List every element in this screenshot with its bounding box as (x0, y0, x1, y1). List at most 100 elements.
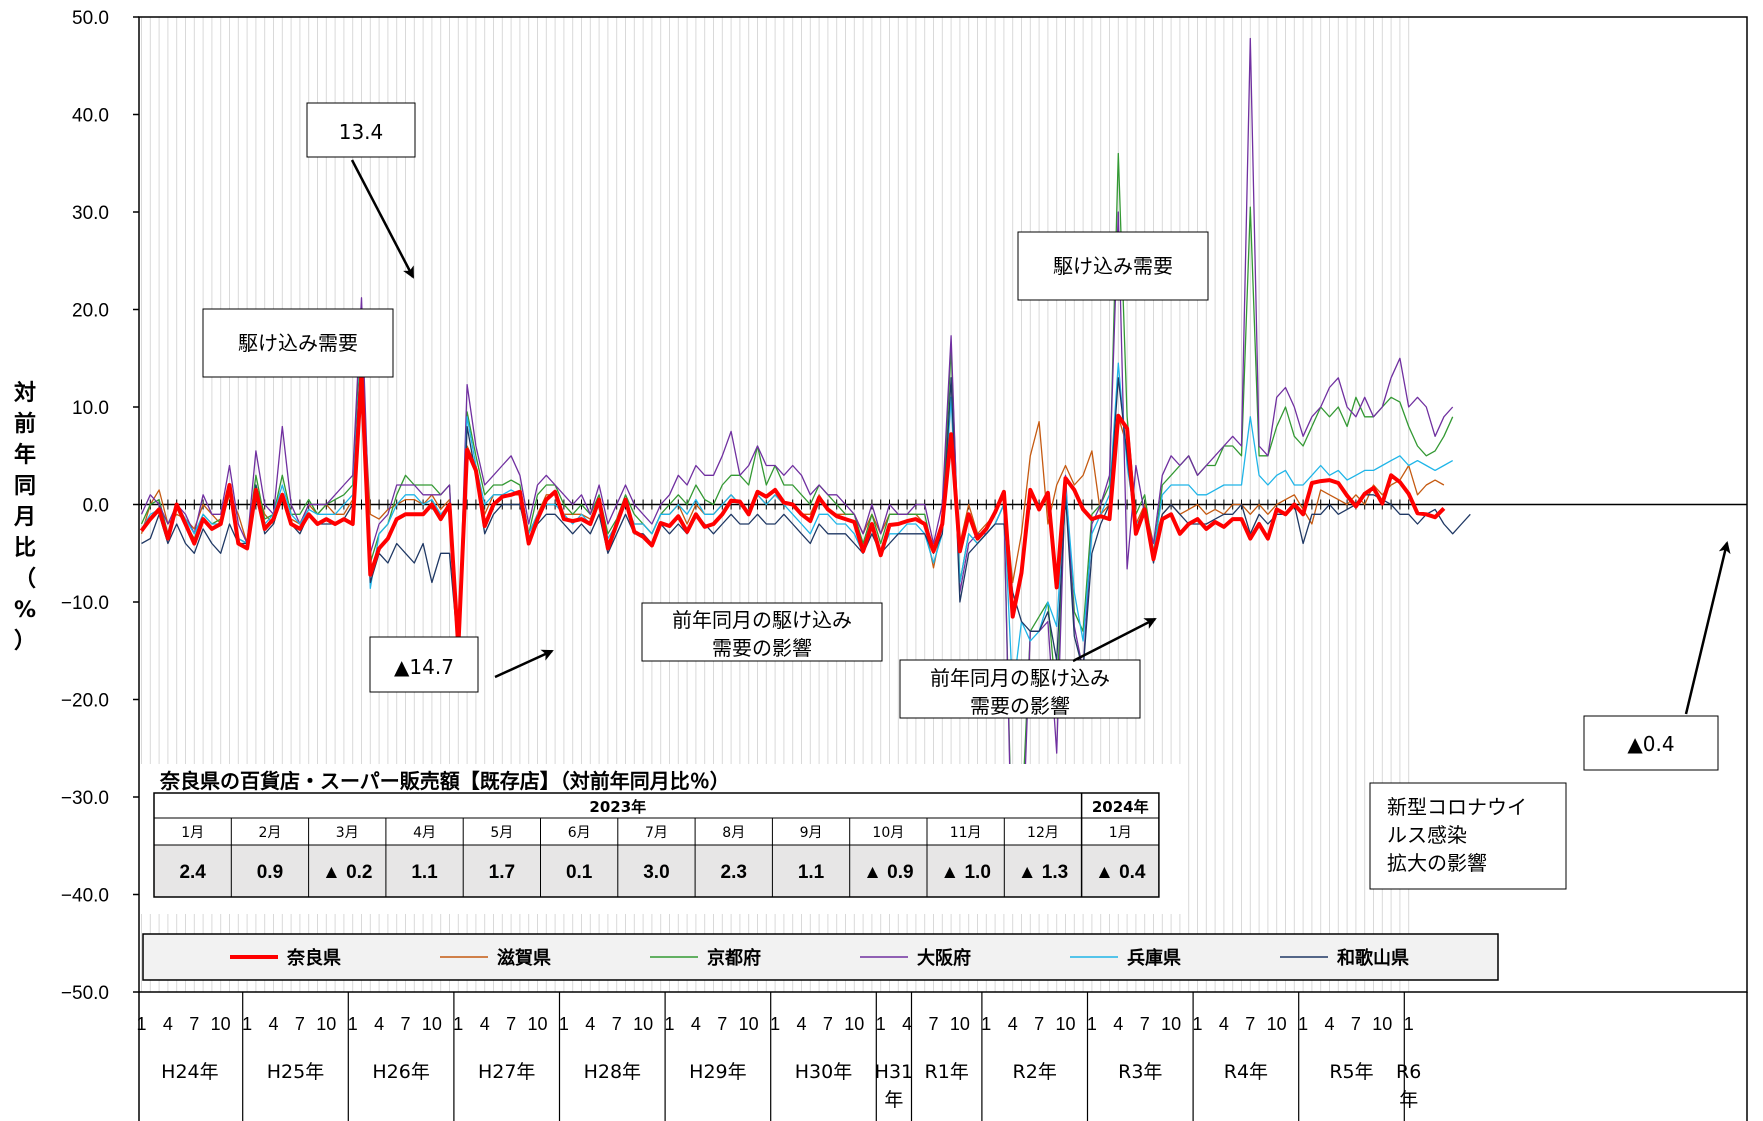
x-year-label: H27年 (478, 1061, 535, 1083)
table-month-cell: 6月 (568, 825, 591, 841)
table-month-cell: 12月 (1027, 825, 1059, 841)
table-grid: 2023年 2024年 1月 2.4 2月 0.9 3月 ▲ 0.2 4月 1.1 5月 1.7 6月 0… (153, 792, 1160, 898)
y-axis-label-text: 対前年同月比（%） (13, 381, 36, 654)
x-month-label: 7 (400, 1014, 410, 1034)
prev-rush-label-1b: 需要の影響 (712, 636, 812, 660)
x-month-label: 7 (717, 1014, 727, 1034)
legend-items: 奈良県 滋賀県 京都府 大阪府 兵庫県 和歌山県 (230, 947, 1409, 969)
y-tick-labels: 50.0 40.0 30.0 20.0 10.0 0.0 −10.0 −20.0 −30.0 −4… (61, 8, 139, 1004)
legend-label-wakayama: 和歌山県 (1337, 947, 1409, 969)
x-month-label: 1 (1404, 1014, 1414, 1034)
prev-rush-label-2a: 前年同月の駆け込み (930, 666, 1110, 690)
annotations: 13.4 駆け込み需要 駆け込み需要 ▲14.7 前年同月の駆け込み 需要の影響… (202, 102, 1731, 890)
rush-demand-label-2: 駆け込み需要 (1053, 254, 1173, 278)
x-month-label: 4 (1008, 1014, 1018, 1034)
x-month-label: 7 (1245, 1014, 1255, 1034)
table-value-cell: 0.1 (566, 862, 593, 883)
x-month-label: 7 (823, 1014, 833, 1034)
table-value-cell: 3.0 (643, 862, 669, 883)
prev-rush-label-2b: 需要の影響 (970, 694, 1070, 718)
x-month-label: 7 (1034, 1014, 1044, 1034)
covid-label-2: ルス感染 (1387, 823, 1467, 847)
table-title: 奈良県の百貨店・スーパー販売額【既存店】（対前年同月比％） (159, 769, 730, 793)
legend-box (142, 933, 1499, 981)
trough-arrow (494, 649, 554, 679)
peak-value-box (306, 102, 416, 158)
x-month-label: 10 (316, 1014, 336, 1034)
legend-label-osaka: 大阪府 (917, 947, 971, 969)
x-month-label: 1 (664, 1014, 674, 1034)
x-year-label: H31 年 (875, 1061, 913, 1111)
table-value-cell: 1.1 (798, 862, 825, 883)
last-value-arrow (1684, 541, 1731, 715)
y-tick-label: 30.0 (72, 203, 109, 224)
x-year-label: H30年 (795, 1061, 852, 1083)
legend-label-nara: 奈良県 (286, 947, 341, 969)
x-month-label: 1 (453, 1014, 463, 1034)
table-month-cell: 1月 (1109, 825, 1132, 841)
x-month-label: 7 (295, 1014, 305, 1034)
x-month-label: 10 (1372, 1014, 1392, 1034)
x-month-label: 1 (1298, 1014, 1308, 1034)
y-tick-label: −30.0 (61, 788, 109, 809)
table-value-cell: 1.7 (489, 862, 515, 883)
x-month-label: 10 (527, 1014, 547, 1034)
prev-rush-box-2 (899, 659, 1141, 719)
table-value-cell: 1.1 (411, 862, 438, 883)
x-month-label: 4 (1219, 1014, 1229, 1034)
x-month-label: 1 (136, 1014, 146, 1034)
table-month-cell: 9月 (800, 825, 823, 841)
x-month-label: 10 (1161, 1014, 1181, 1034)
x-month-label: 7 (506, 1014, 516, 1034)
legend-label-kyoto: 京都府 (707, 947, 761, 969)
x-year-label: H25年 (267, 1061, 324, 1083)
table-year-header: 2023年 (589, 798, 646, 816)
table-value-cell: ▲ 0.9 (863, 862, 914, 883)
value-row-bg (154, 845, 1159, 897)
table-value-cell: ▲ 0.4 (1095, 862, 1146, 883)
peak-value-label: 13.4 (339, 120, 384, 144)
data-table: 奈良県の百貨店・スーパー販売額【既存店】（対前年同月比％） 2023年 2024年… (140, 764, 1185, 914)
prev-rush-arrow-2 (1072, 617, 1157, 663)
x-month-label: 1 (242, 1014, 252, 1034)
x-month-label: 4 (1324, 1014, 1334, 1034)
x-year-label: R3年 (1118, 1061, 1162, 1083)
table-month-cell: 8月 (722, 825, 745, 841)
x-month-label: 1 (770, 1014, 780, 1034)
x-month-label: 1 (559, 1014, 569, 1034)
y-tick-label: 40.0 (72, 106, 109, 127)
trough-value-box (369, 636, 479, 693)
legend-label-hyogo: 兵庫県 (1127, 947, 1181, 969)
rush-demand-box-1 (202, 308, 394, 378)
x-month-label: 10 (1267, 1014, 1287, 1034)
x-month-label: 4 (796, 1014, 806, 1034)
x-month-label: 7 (1351, 1014, 1361, 1034)
series-line-nara (139, 371, 1446, 650)
x-month-label: 1 (1087, 1014, 1097, 1034)
x-month-label: 1 (876, 1014, 886, 1034)
legend: 奈良県 滋賀県 京都府 大阪府 兵庫県 和歌山県 (142, 933, 1499, 981)
table-month-cell: 11月 (950, 825, 982, 841)
covid-box (1369, 782, 1567, 890)
last-value-box (1583, 715, 1719, 771)
x-month-label: 4 (268, 1014, 278, 1034)
rush-demand-label-1: 駆け込み需要 (238, 331, 358, 355)
x-month-label: 10 (844, 1014, 864, 1034)
x-year-label: H24年 (161, 1061, 218, 1083)
table-month-cell: 2月 (258, 825, 281, 841)
legend-label-shiga: 滋賀県 (497, 947, 551, 969)
table-value-cell: 2.4 (179, 862, 206, 883)
x-year-label: R1年 (925, 1061, 969, 1083)
x-year-label: R6 年 (1396, 1061, 1421, 1111)
x-month-label: 10 (950, 1014, 970, 1034)
covid-label-1: 新型コロナウイ (1387, 795, 1527, 819)
last-value-label: ▲0.4 (1627, 732, 1674, 756)
y-tick-label: 20.0 (72, 301, 109, 322)
x-year-label: H26年 (372, 1061, 429, 1083)
table-value-cell: ▲ 0.2 (322, 862, 373, 883)
table-value-cell: ▲ 1.0 (940, 862, 991, 883)
x-month-label: 4 (163, 1014, 173, 1034)
x-month-label: 10 (422, 1014, 442, 1034)
x-month-label: 1 (348, 1014, 358, 1034)
